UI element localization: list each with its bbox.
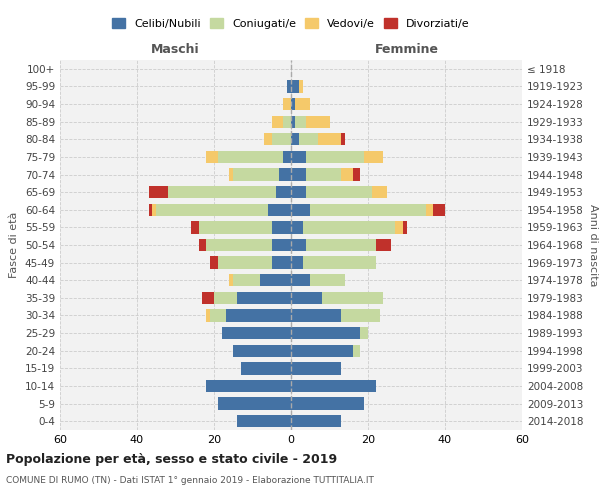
Bar [206,150,218,163]
Bar [272,239,291,251]
Bar [395,221,403,234]
Text: COMUNE DI RUMO (TN) - Dati ISTAT 1° gennaio 2019 - Elaborazione TUTTITALIA.IT: COMUNE DI RUMO (TN) - Dati ISTAT 1° genn… [6,476,374,485]
Bar [426,204,433,216]
Bar [291,239,307,251]
Bar [218,256,272,269]
Bar [291,168,307,180]
Bar [149,186,168,198]
Bar [272,116,283,128]
Bar [260,274,291,286]
Bar [214,292,237,304]
Bar [156,204,268,216]
Bar [268,204,291,216]
Bar [307,186,372,198]
Bar [341,168,353,180]
Bar [376,239,391,251]
Bar [307,116,329,128]
Bar [218,398,291,409]
Bar [307,150,364,163]
Bar [229,274,233,286]
Bar [291,415,341,428]
Bar [341,310,380,322]
Bar [202,292,214,304]
Bar [291,133,299,145]
Bar [199,221,272,234]
Bar [237,415,291,428]
Bar [291,362,341,374]
Bar [364,150,383,163]
Bar [433,204,445,216]
Text: Femmine: Femmine [374,44,439,57]
Y-axis label: Anni di nascita: Anni di nascita [587,204,598,286]
Bar [272,256,291,269]
Bar [322,292,383,304]
Bar [218,150,283,163]
Bar [307,168,341,180]
Bar [191,221,199,234]
Bar [283,98,291,110]
Bar [291,98,295,110]
Bar [310,274,345,286]
Bar [299,80,302,92]
Bar [302,256,376,269]
Bar [291,256,302,269]
Bar [206,310,210,322]
Bar [291,292,322,304]
Bar [222,327,291,340]
Bar [291,327,360,340]
Bar [360,327,368,340]
Bar [291,398,364,409]
Bar [206,239,272,251]
Bar [237,292,291,304]
Bar [291,344,353,357]
Bar [341,133,345,145]
Bar [307,239,376,251]
Bar [291,274,310,286]
Bar [280,168,291,180]
Y-axis label: Fasce di età: Fasce di età [10,212,19,278]
Bar [291,80,299,92]
Bar [291,204,310,216]
Bar [302,221,395,234]
Bar [226,310,291,322]
Bar [299,133,318,145]
Text: Maschi: Maschi [151,44,200,57]
Bar [233,274,260,286]
Bar [168,186,275,198]
Bar [318,133,341,145]
Bar [291,221,302,234]
Bar [291,150,307,163]
Bar [287,80,291,92]
Bar [206,380,291,392]
Legend: Celibi/Nubili, Coniugati/e, Vedovi/e, Divorziati/e: Celibi/Nubili, Coniugati/e, Vedovi/e, Di… [108,14,474,34]
Bar [149,204,152,216]
Bar [295,98,310,110]
Bar [403,221,407,234]
Bar [233,344,291,357]
Bar [353,344,360,357]
Bar [291,380,376,392]
Bar [229,168,233,180]
Bar [210,256,218,269]
Bar [275,186,291,198]
Bar [291,310,341,322]
Bar [291,186,307,198]
Bar [272,221,291,234]
Bar [283,150,291,163]
Bar [241,362,291,374]
Bar [295,116,307,128]
Bar [210,310,226,322]
Bar [283,116,291,128]
Bar [310,204,426,216]
Bar [353,168,360,180]
Bar [291,116,295,128]
Bar [372,186,387,198]
Text: Popolazione per età, sesso e stato civile - 2019: Popolazione per età, sesso e stato civil… [6,452,337,466]
Bar [152,204,156,216]
Bar [264,133,272,145]
Bar [272,133,291,145]
Bar [233,168,280,180]
Bar [199,239,206,251]
